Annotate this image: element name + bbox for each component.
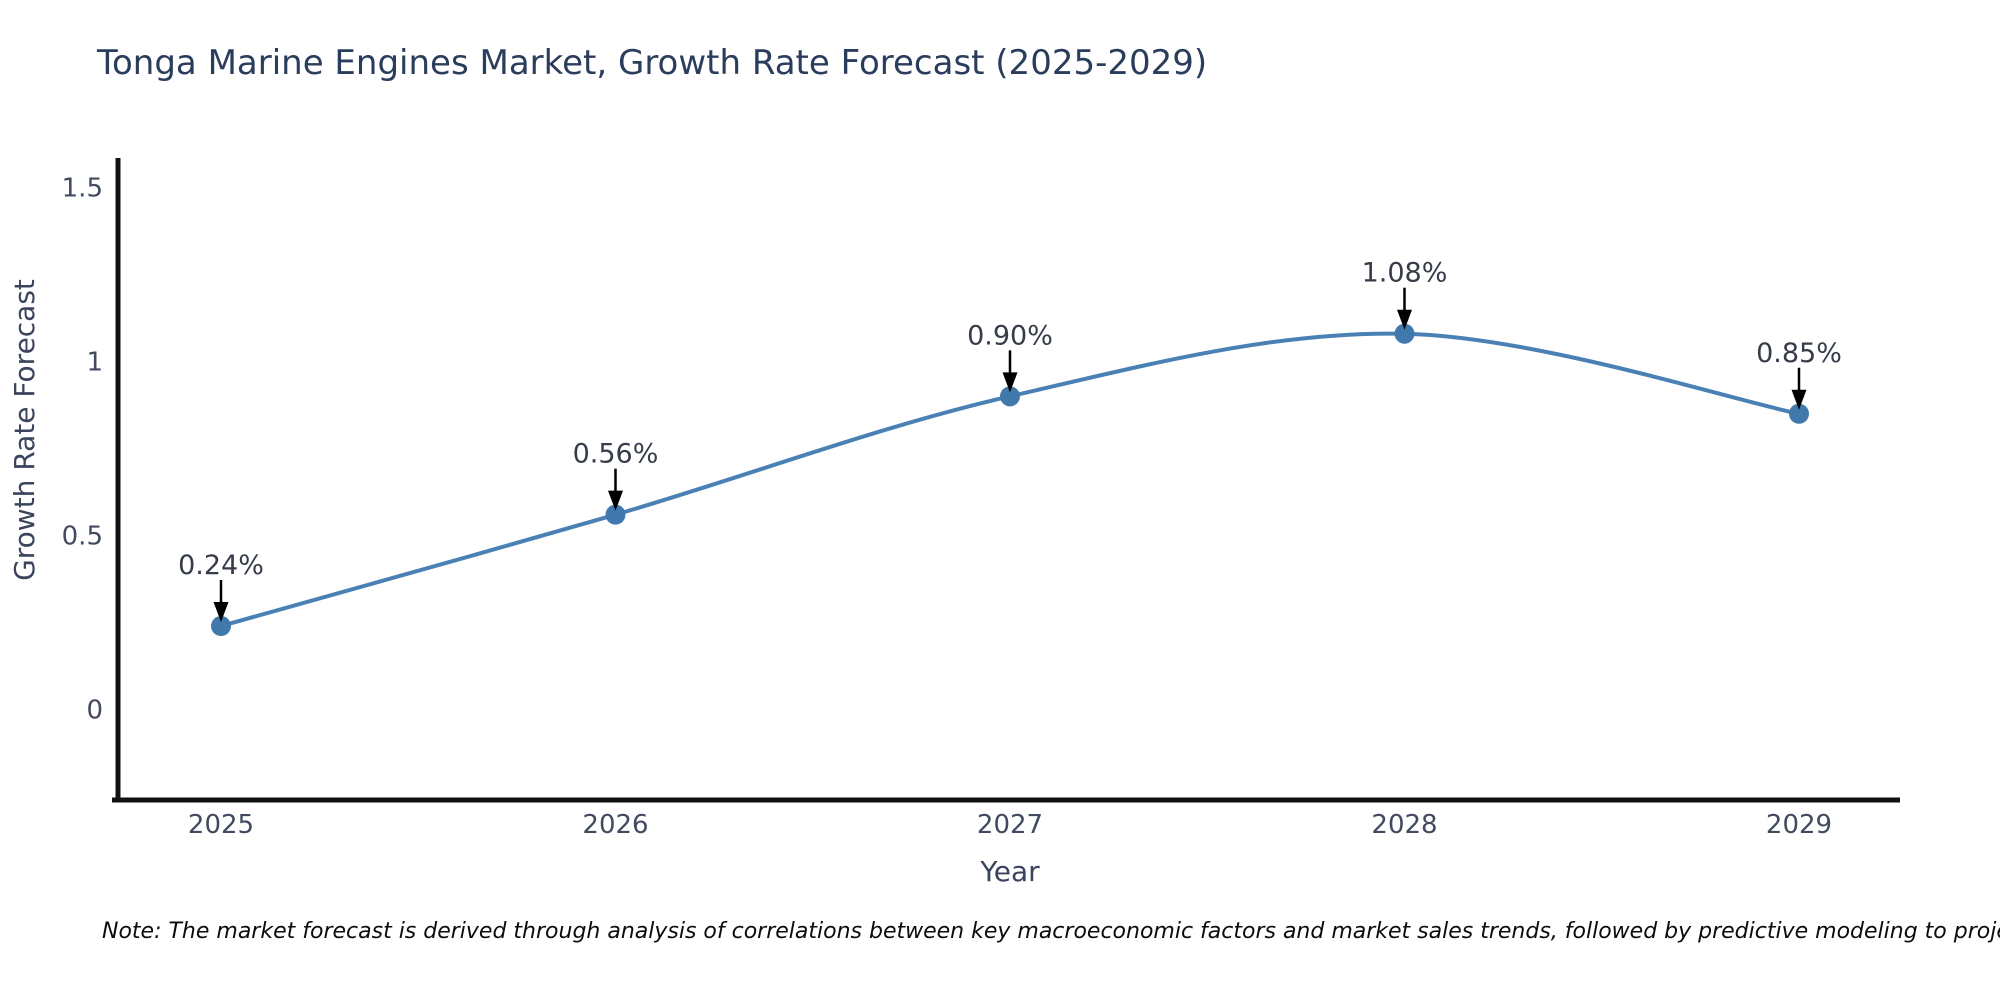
y-tick-label: 1: [86, 348, 103, 378]
point-value-label: 0.24%: [178, 550, 264, 581]
x-tick-label: 2027: [977, 810, 1043, 840]
point-value-label: 0.56%: [573, 439, 659, 470]
y-tick-label: 1.5: [62, 174, 103, 204]
x-tick-label: 2026: [582, 810, 648, 840]
chart-title: Tonga Marine Engines Market, Growth Rate…: [97, 43, 1208, 83]
data-point-2026: [605, 504, 626, 525]
x-axis-title: Year: [979, 855, 1040, 888]
data-point-2028: [1394, 323, 1415, 344]
point-value-label: 1.08%: [1362, 258, 1448, 289]
annotation-arrow-head: [213, 602, 229, 623]
y-tick-label: 0: [86, 696, 103, 726]
annotation-arrow-head: [1397, 309, 1412, 330]
y-tick-label: 0.5: [62, 522, 103, 552]
footnote: Note: The market forecast is derived thr…: [102, 919, 2000, 944]
point-value-label: 0.90%: [967, 320, 1053, 351]
annotation-arrow-head: [608, 490, 623, 511]
x-tick-label: 2025: [188, 810, 254, 840]
y-axis-title: Growth Rate Forecast: [8, 279, 41, 581]
data-point-2029: [1789, 403, 1809, 424]
x-tick-label: 2029: [1766, 810, 1832, 840]
data-point-2025: [211, 616, 231, 637]
point-value-label: 0.85%: [1756, 338, 1842, 369]
data-point-2027: [1000, 386, 1020, 407]
annotation-arrow-head: [1002, 372, 1018, 393]
annotation-arrow-head: [1791, 389, 1807, 410]
x-tick-label: 2028: [1371, 810, 1437, 840]
